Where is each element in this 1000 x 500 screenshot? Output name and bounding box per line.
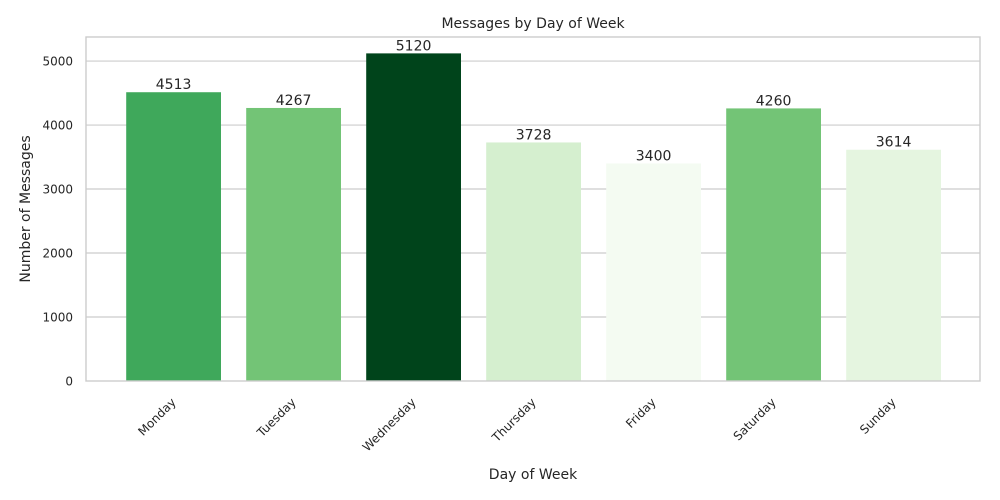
x-axis-label: Day of Week	[489, 467, 578, 483]
bar-monday	[126, 92, 221, 381]
data-label: 5120	[396, 38, 432, 54]
bar-sunday	[846, 149, 941, 381]
bars	[126, 53, 941, 382]
x-tick-label: Tuesday	[254, 395, 299, 440]
data-label: 4267	[276, 93, 312, 109]
bar-tuesday	[246, 107, 341, 381]
y-tick-label: 4000	[42, 119, 73, 133]
x-tick-label: Friday	[623, 395, 659, 431]
bar-thursday	[486, 142, 581, 381]
y-tick-label: 2000	[42, 247, 73, 261]
y-tick-label: 5000	[42, 55, 73, 69]
data-label: 3728	[516, 127, 552, 143]
x-tick-label: Saturday	[731, 395, 779, 443]
x-tick-label: Sunday	[857, 395, 899, 437]
x-tick-label: Thursday	[489, 395, 539, 445]
y-tick-label: 3000	[42, 183, 73, 197]
bar-friday	[606, 163, 701, 381]
y-tick-label: 1000	[42, 311, 73, 325]
data-label: 3400	[636, 148, 672, 164]
y-tick-label: 0	[65, 375, 73, 389]
data-label: 3614	[876, 135, 912, 151]
data-label: 4513	[156, 77, 192, 93]
x-tick-labels: Monday Tuesday Wednesday Thursday Friday Satu…	[135, 395, 898, 454]
y-tick-labels: 0 1000 2000 3000 4000 5000	[42, 55, 73, 389]
y-axis-label: Number of Messages	[18, 135, 34, 282]
data-labels: 4513 4267 5120 3728 3400 4260 3614	[156, 38, 912, 164]
data-label: 4260	[756, 93, 792, 109]
bar-saturday	[726, 108, 821, 382]
bar-wednesday	[366, 53, 461, 381]
chart-title: Messages by Day of Week	[441, 16, 625, 32]
x-tick-label: Wednesday	[360, 395, 419, 454]
plot-frame	[85, 36, 981, 382]
x-tick-label: Monday	[135, 395, 178, 438]
